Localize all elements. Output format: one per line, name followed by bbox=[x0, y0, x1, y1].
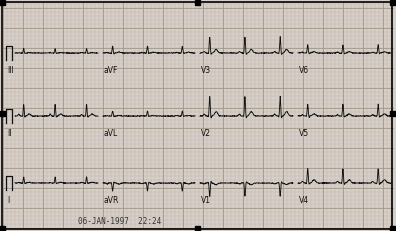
Text: V5: V5 bbox=[299, 129, 309, 138]
Text: V1: V1 bbox=[201, 196, 211, 205]
Text: II: II bbox=[7, 129, 11, 138]
Bar bbox=[195, 0, 200, 5]
Text: aVL: aVL bbox=[104, 129, 118, 138]
Text: I: I bbox=[7, 196, 9, 205]
Text: aVF: aVF bbox=[104, 66, 118, 75]
Bar bbox=[390, 111, 395, 116]
Text: V4: V4 bbox=[299, 196, 309, 205]
Bar bbox=[390, 226, 395, 231]
Bar bbox=[0, 226, 5, 231]
Text: 06-JAN-1997  22:24: 06-JAN-1997 22:24 bbox=[78, 218, 162, 227]
Text: V3: V3 bbox=[201, 66, 211, 75]
Text: III: III bbox=[7, 66, 14, 75]
Bar bbox=[0, 111, 5, 116]
Text: aVR: aVR bbox=[104, 196, 119, 205]
Bar bbox=[195, 226, 200, 231]
Text: V2: V2 bbox=[201, 129, 211, 138]
Bar bbox=[390, 0, 395, 5]
Text: V6: V6 bbox=[299, 66, 309, 75]
Bar bbox=[0, 0, 5, 5]
